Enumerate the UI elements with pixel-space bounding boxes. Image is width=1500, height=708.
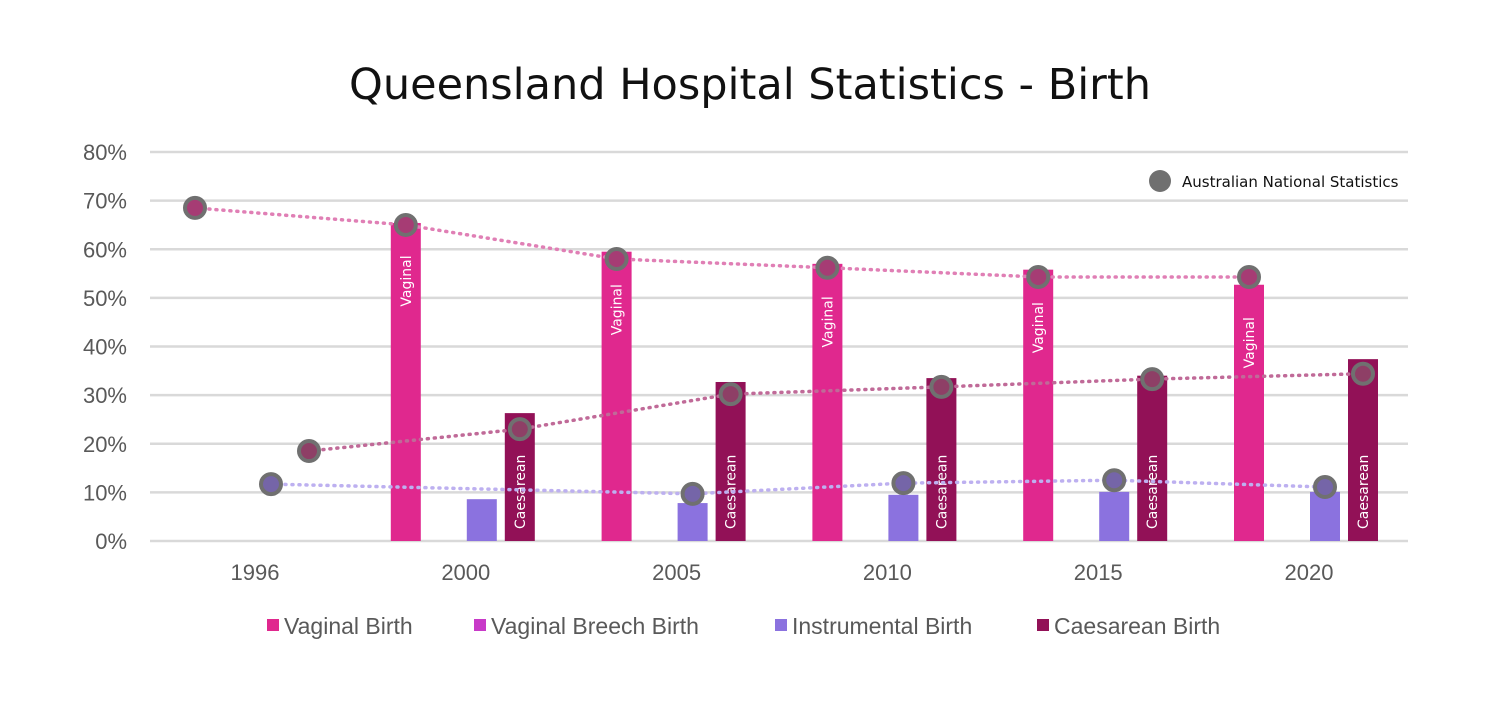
bar-data-label: Caesarean — [1145, 455, 1161, 529]
legend-swatch — [775, 619, 787, 631]
national-marker — [1313, 475, 1337, 500]
bar-instrumental-birth — [677, 503, 708, 541]
bar-data-label: Caesarean — [513, 455, 529, 529]
y-tick-label: 0% — [95, 529, 127, 554]
y-tick-label: 80% — [83, 140, 127, 165]
bar-vaginal-birth — [812, 263, 843, 541]
x-tick-label: 2015 — [1074, 560, 1123, 585]
national-marker — [259, 472, 283, 497]
x-tick-label: 1996 — [231, 560, 280, 585]
x-tick-label: 2005 — [652, 560, 701, 585]
bar-data-label: Vaginal — [399, 255, 415, 306]
y-tick-label: 10% — [83, 480, 127, 505]
y-tick-label: 60% — [83, 237, 127, 262]
bar-instrumental-birth — [466, 499, 497, 541]
national-marker — [604, 246, 629, 271]
national-marker — [1237, 264, 1261, 289]
y-tick-label: 40% — [83, 335, 127, 360]
national-marker — [183, 195, 207, 220]
legend-swatch — [474, 619, 486, 631]
national-marker — [393, 212, 418, 237]
legend-national-label: Australian National Statistics — [1182, 173, 1399, 191]
legend-label: Vaginal Birth — [284, 613, 413, 639]
bar-data-label: Vaginal — [820, 296, 836, 347]
bar-vaginal-birth — [1023, 269, 1054, 541]
national-marker — [1102, 468, 1127, 493]
national-trend-line — [269, 478, 1327, 496]
bar-caesarean-birth — [926, 378, 957, 541]
national-marker — [297, 439, 321, 464]
y-tick-label: 30% — [83, 383, 127, 408]
bar-caesarean-birth — [1348, 359, 1378, 541]
bar-instrumental-birth — [888, 494, 919, 541]
bar-data-label: Vaginal — [1242, 317, 1258, 368]
national-marker — [680, 481, 705, 506]
x-tick-label: 2000 — [441, 560, 490, 585]
bar-vaginal-birth — [1234, 284, 1264, 541]
y-tick-label: 20% — [83, 432, 127, 457]
bar-caesarean-birth — [715, 381, 746, 541]
legend-label: Instrumental Birth — [792, 613, 972, 639]
x-tick-label: 2020 — [1285, 560, 1334, 585]
national-marker — [1140, 367, 1165, 392]
legend-swatch — [267, 619, 279, 631]
chart-title: Queensland Hospital Statistics - Birth — [349, 60, 1151, 110]
bar-data-label: Caesarean — [934, 455, 950, 529]
y-tick-label: 70% — [83, 189, 127, 214]
bar-instrumental-birth — [1099, 491, 1130, 541]
y-tick-label: 50% — [83, 286, 127, 311]
bar-data-label: Caesarean — [1356, 455, 1372, 529]
national-marker — [718, 382, 743, 407]
bar-data-label: Vaginal — [610, 284, 626, 335]
national-marker — [891, 471, 916, 496]
national-marker — [929, 374, 954, 399]
national-trend-line — [307, 371, 1365, 453]
legend-swatch — [1037, 619, 1049, 631]
legend-label: Vaginal Breech Birth — [491, 613, 699, 639]
national-marker — [507, 417, 532, 442]
national-marker — [1026, 264, 1051, 289]
national-marker — [815, 255, 840, 280]
legend-label: Caesarean Birth — [1054, 613, 1220, 639]
x-tick-label: 2010 — [863, 560, 912, 585]
bar-caesarean-birth — [1137, 375, 1168, 541]
legend-national-marker-icon — [1149, 170, 1171, 192]
national-trend-line — [193, 206, 1251, 279]
national-marker — [1351, 361, 1375, 386]
bar-instrumental-birth — [1310, 491, 1340, 541]
bar-data-label: Vaginal — [1031, 302, 1047, 353]
